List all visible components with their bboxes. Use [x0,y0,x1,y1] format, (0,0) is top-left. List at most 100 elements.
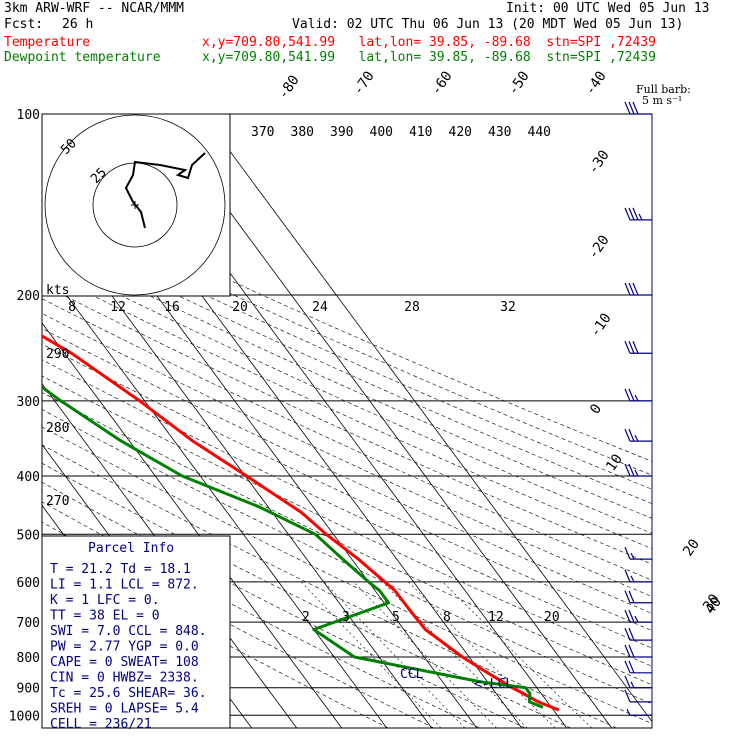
isotherm-label: 30 [700,591,723,614]
dry-adiabat-line [42,229,652,505]
dewpoint-station-info: x,y=709.80,541.99 lat,lon= 39.85, -89.68… [202,50,656,65]
theta-e-label: 400 [370,125,393,140]
wind-barb [624,101,652,115]
parcel-info-row: CELL = 236/21 [50,717,152,732]
isobar-label: 100 [17,108,40,123]
wind-barb-flag [630,575,635,583]
wind-barb-flag [624,644,631,658]
hodograph-scale-label: 16 [164,300,180,315]
dry-adiabat-line [42,256,652,534]
theta-e-label: 430 [488,125,511,140]
wind-barb-flag [624,101,631,115]
wind-barb-flag [628,388,635,402]
theta-e-label: 370 [251,125,274,140]
theta-e-label: 410 [409,125,432,140]
wind-barb-flag [628,428,635,442]
isotherm-label: 40 [702,594,725,617]
dry-adiabat-line [42,542,389,728]
mixing-ratio-label: 12 [488,610,504,625]
wind-barb-flag [624,590,631,604]
dewpoint-legend-label: Dewpoint temperature [4,50,161,65]
dry-adiabat-line [42,283,652,565]
wind-barb-flag [634,394,639,402]
isotherm-line [157,114,613,728]
wind-barb-flag [624,627,631,641]
wind-barb-flag [626,708,631,716]
dry-adiabat-line [42,269,652,549]
wind-barb-flag [628,627,635,641]
model-title: 3km ARW-WRF -- NCAR/MMM [4,1,185,16]
dry-adiabat-line [42,375,652,667]
wind-barb-flag [624,428,631,442]
mixing-ratio-label: 5 [392,610,400,625]
mixing-ratio-line [323,581,466,728]
wind-barb-flag [628,609,635,623]
wind-barb [624,627,652,641]
wind-barb-flag [634,469,639,477]
wind-barb-flag [624,675,631,688]
wind-barb-flag [628,282,635,296]
dry-adiabat-line [42,409,652,705]
wind-barb-flag [624,609,631,623]
parcel-info-row: SREH = 0 LAPSE= 5.4 [50,702,199,717]
wind-barb-flag [630,552,635,560]
dry-adiabat-line [42,328,652,614]
isobar-label: 200 [17,289,40,304]
temperature-station-info: x,y=709.80,541.99 lat,lon= 39.85, -89.68… [202,35,656,50]
dry-adiabat-line [42,242,652,519]
lcl-annotation: <-LCL [474,677,513,692]
forecast-hours: 26 h [62,17,94,32]
mixing-ratio-line [301,581,442,728]
parcel-info-row: CAPE = 0 SWEAT= 108 [50,655,199,670]
series-layer [42,334,560,712]
isotherm-label: -10 [587,310,615,340]
wind-barb-flag [624,463,631,477]
isobar-label: 800 [17,651,40,666]
dry-adiabat-line [42,392,652,686]
isotherm-label: -70 [350,68,378,98]
theta-label: 270 [46,494,69,509]
wind-barb [624,428,652,442]
isobar-label: 600 [17,576,40,591]
wind-barb-flag [634,434,639,442]
isotherm-group [42,114,652,728]
mixing-ratio-label: 2 [302,610,310,625]
barb-legend-value: 5 m s⁻¹ [642,94,682,107]
theta-label: 290 [46,347,69,362]
wind-barb [626,708,652,716]
mixing-ratio-label: 3 [342,610,350,625]
dry-adiabat-line [42,481,526,728]
wind-barb-flag [632,207,639,221]
hodograph-ring [44,114,226,296]
dry-adiabat-line [42,203,652,476]
wind-barb-flag [628,341,635,354]
init-time: Init: 00 UTC Wed 05 Jun 13 [506,1,710,16]
wind-barb-flag [624,207,631,221]
wind-barb-flag [624,660,631,674]
isotherm-line [202,114,652,723]
wind-barb-flag [630,681,635,689]
wind-barb [624,569,652,583]
parcel-info-title: Parcel Info [88,541,174,556]
wind-barbs [624,101,653,716]
wind-barb [624,282,652,296]
temperature-legend-label: Temperature [4,35,91,50]
wind-barb-flag [632,341,639,354]
parcel-info-row: K = 1 LFC = 0. [50,593,160,608]
wind-barb [624,660,652,674]
wind-barb-flag [628,207,635,221]
hodograph-scale-label: 12 [110,300,126,315]
temperature-profile-line [42,334,560,712]
wind-barb-flag [628,590,635,604]
hodograph-trace [124,152,206,229]
wind-barb [624,388,652,402]
ccl-annotation: CCL [400,667,424,682]
mixing-ratio-line [442,581,592,728]
parcel-info-row: SWI = 7.0 CCL = 848. [50,624,207,639]
wind-barb-flag [628,101,635,115]
parcel-info-frame [41,535,231,729]
wind-barb-flag [624,388,631,402]
dewpoint-profile-line [42,385,544,709]
wind-barb [624,590,652,604]
isobar-label: 300 [17,395,40,410]
